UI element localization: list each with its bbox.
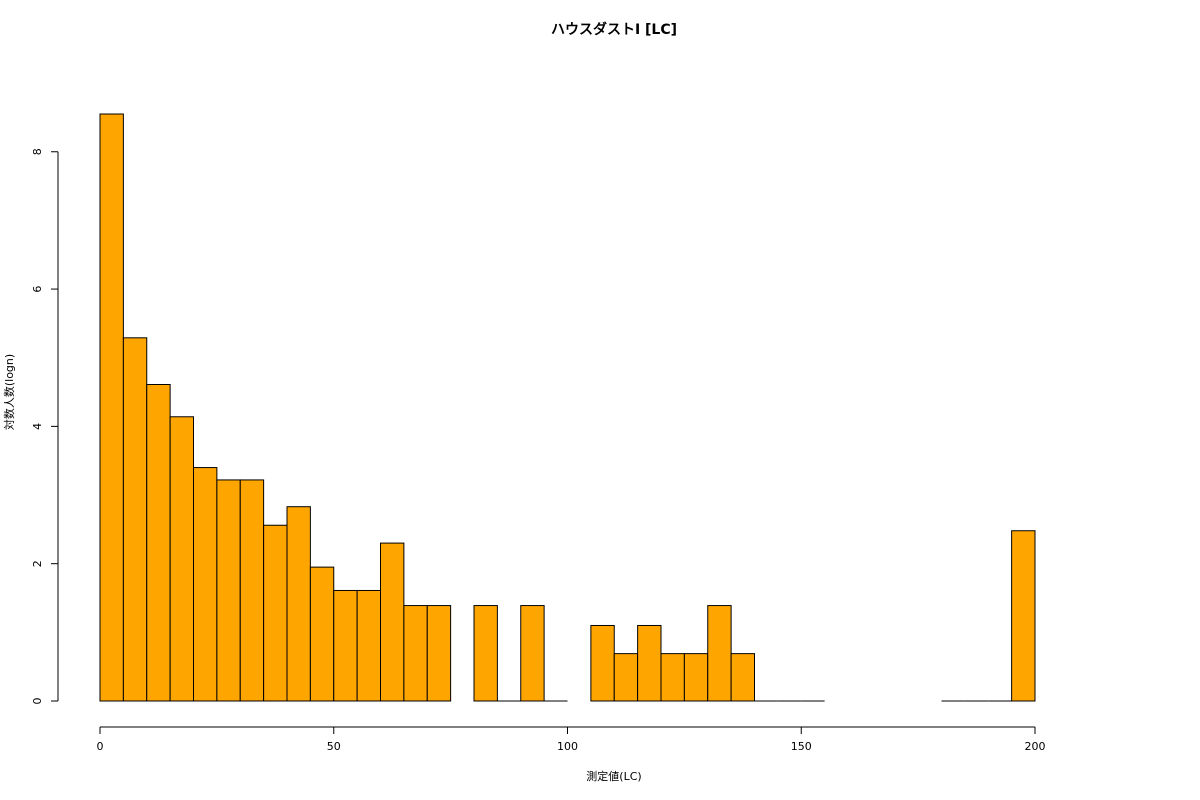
y-axis-label: 対数人数(logn) <box>2 354 16 430</box>
chart-title: ハウスダストI [LC] <box>551 21 677 38</box>
bar <box>426 605 452 702</box>
bar <box>356 589 381 702</box>
bar <box>333 589 358 702</box>
bar <box>380 542 405 702</box>
bar <box>730 653 755 702</box>
bar <box>1011 530 1036 702</box>
x-tick-label: 50 <box>327 740 341 753</box>
bar <box>473 605 498 702</box>
bar <box>239 479 265 702</box>
x-tick-label: 150 <box>791 740 812 753</box>
bar <box>613 653 639 702</box>
bar <box>99 113 124 702</box>
y-tick-label: 8 <box>31 148 44 155</box>
y-tick-label: 0 <box>31 698 44 705</box>
bar <box>309 566 335 702</box>
bar <box>122 337 148 702</box>
x-tick-label: 0 <box>97 740 104 753</box>
bar <box>286 506 311 702</box>
bar <box>660 653 685 702</box>
bar <box>193 467 218 702</box>
bar <box>169 416 194 702</box>
y-tick-label: 2 <box>31 560 44 567</box>
bar <box>590 624 615 702</box>
x-tick-label: 100 <box>557 740 578 753</box>
y-tick-label: 6 <box>31 286 44 293</box>
bar <box>263 524 288 702</box>
bar <box>146 384 171 702</box>
x-axis-label: 測定値(LC) <box>586 769 641 783</box>
y-tick-label: 4 <box>31 423 44 430</box>
bar <box>216 479 241 702</box>
bar <box>683 653 709 702</box>
x-tick-label: 200 <box>1025 740 1046 753</box>
bar <box>520 605 545 702</box>
bar <box>403 605 428 702</box>
bar <box>707 605 732 702</box>
bar <box>637 624 662 702</box>
